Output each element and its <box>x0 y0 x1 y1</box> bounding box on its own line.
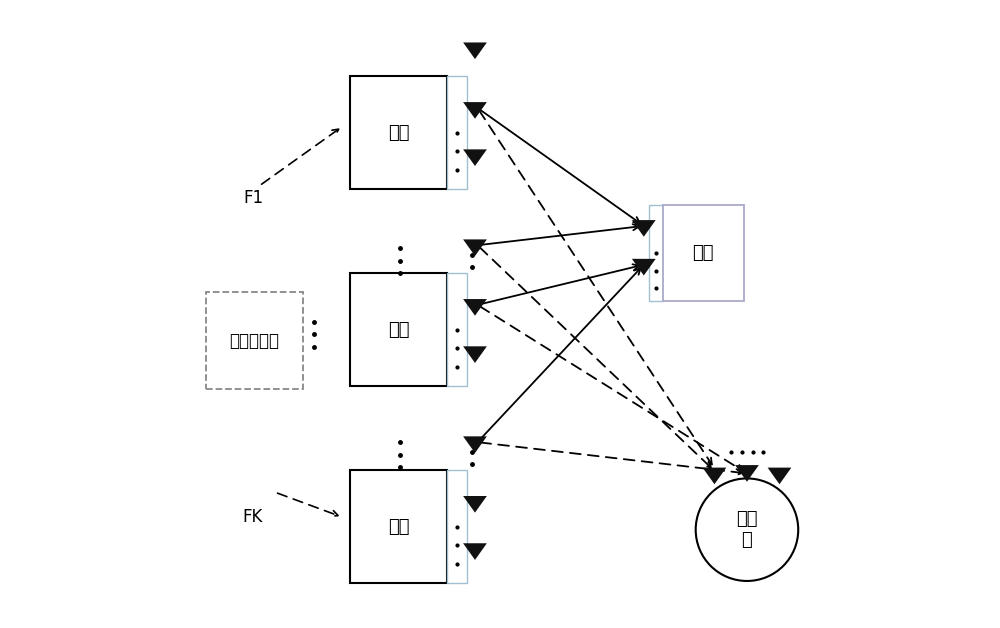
Text: 基站: 基站 <box>388 124 409 142</box>
Bar <box>447 273 467 386</box>
Bar <box>350 77 447 189</box>
Text: 中央处理器: 中央处理器 <box>230 332 280 350</box>
Polygon shape <box>463 299 487 316</box>
Polygon shape <box>463 239 487 256</box>
Text: FK: FK <box>243 508 263 526</box>
Text: 基站: 基站 <box>388 321 409 338</box>
Text: 基站: 基站 <box>388 517 409 536</box>
Polygon shape <box>632 259 656 276</box>
Polygon shape <box>463 149 487 166</box>
Bar <box>649 205 663 301</box>
Text: F1: F1 <box>243 189 263 207</box>
Bar <box>350 470 447 583</box>
Polygon shape <box>463 43 487 59</box>
Polygon shape <box>463 102 487 119</box>
Polygon shape <box>463 436 487 453</box>
Text: 窃听
者: 窃听 者 <box>736 511 758 549</box>
Polygon shape <box>463 543 487 560</box>
Bar <box>206 292 303 389</box>
Bar <box>447 470 467 583</box>
Polygon shape <box>703 468 726 484</box>
Polygon shape <box>632 220 656 237</box>
Bar <box>447 77 467 189</box>
Polygon shape <box>768 468 791 484</box>
Polygon shape <box>463 346 487 363</box>
Polygon shape <box>735 465 759 482</box>
Polygon shape <box>463 496 487 512</box>
Bar <box>663 205 744 301</box>
Text: 用户: 用户 <box>692 244 714 262</box>
Bar <box>350 273 447 386</box>
